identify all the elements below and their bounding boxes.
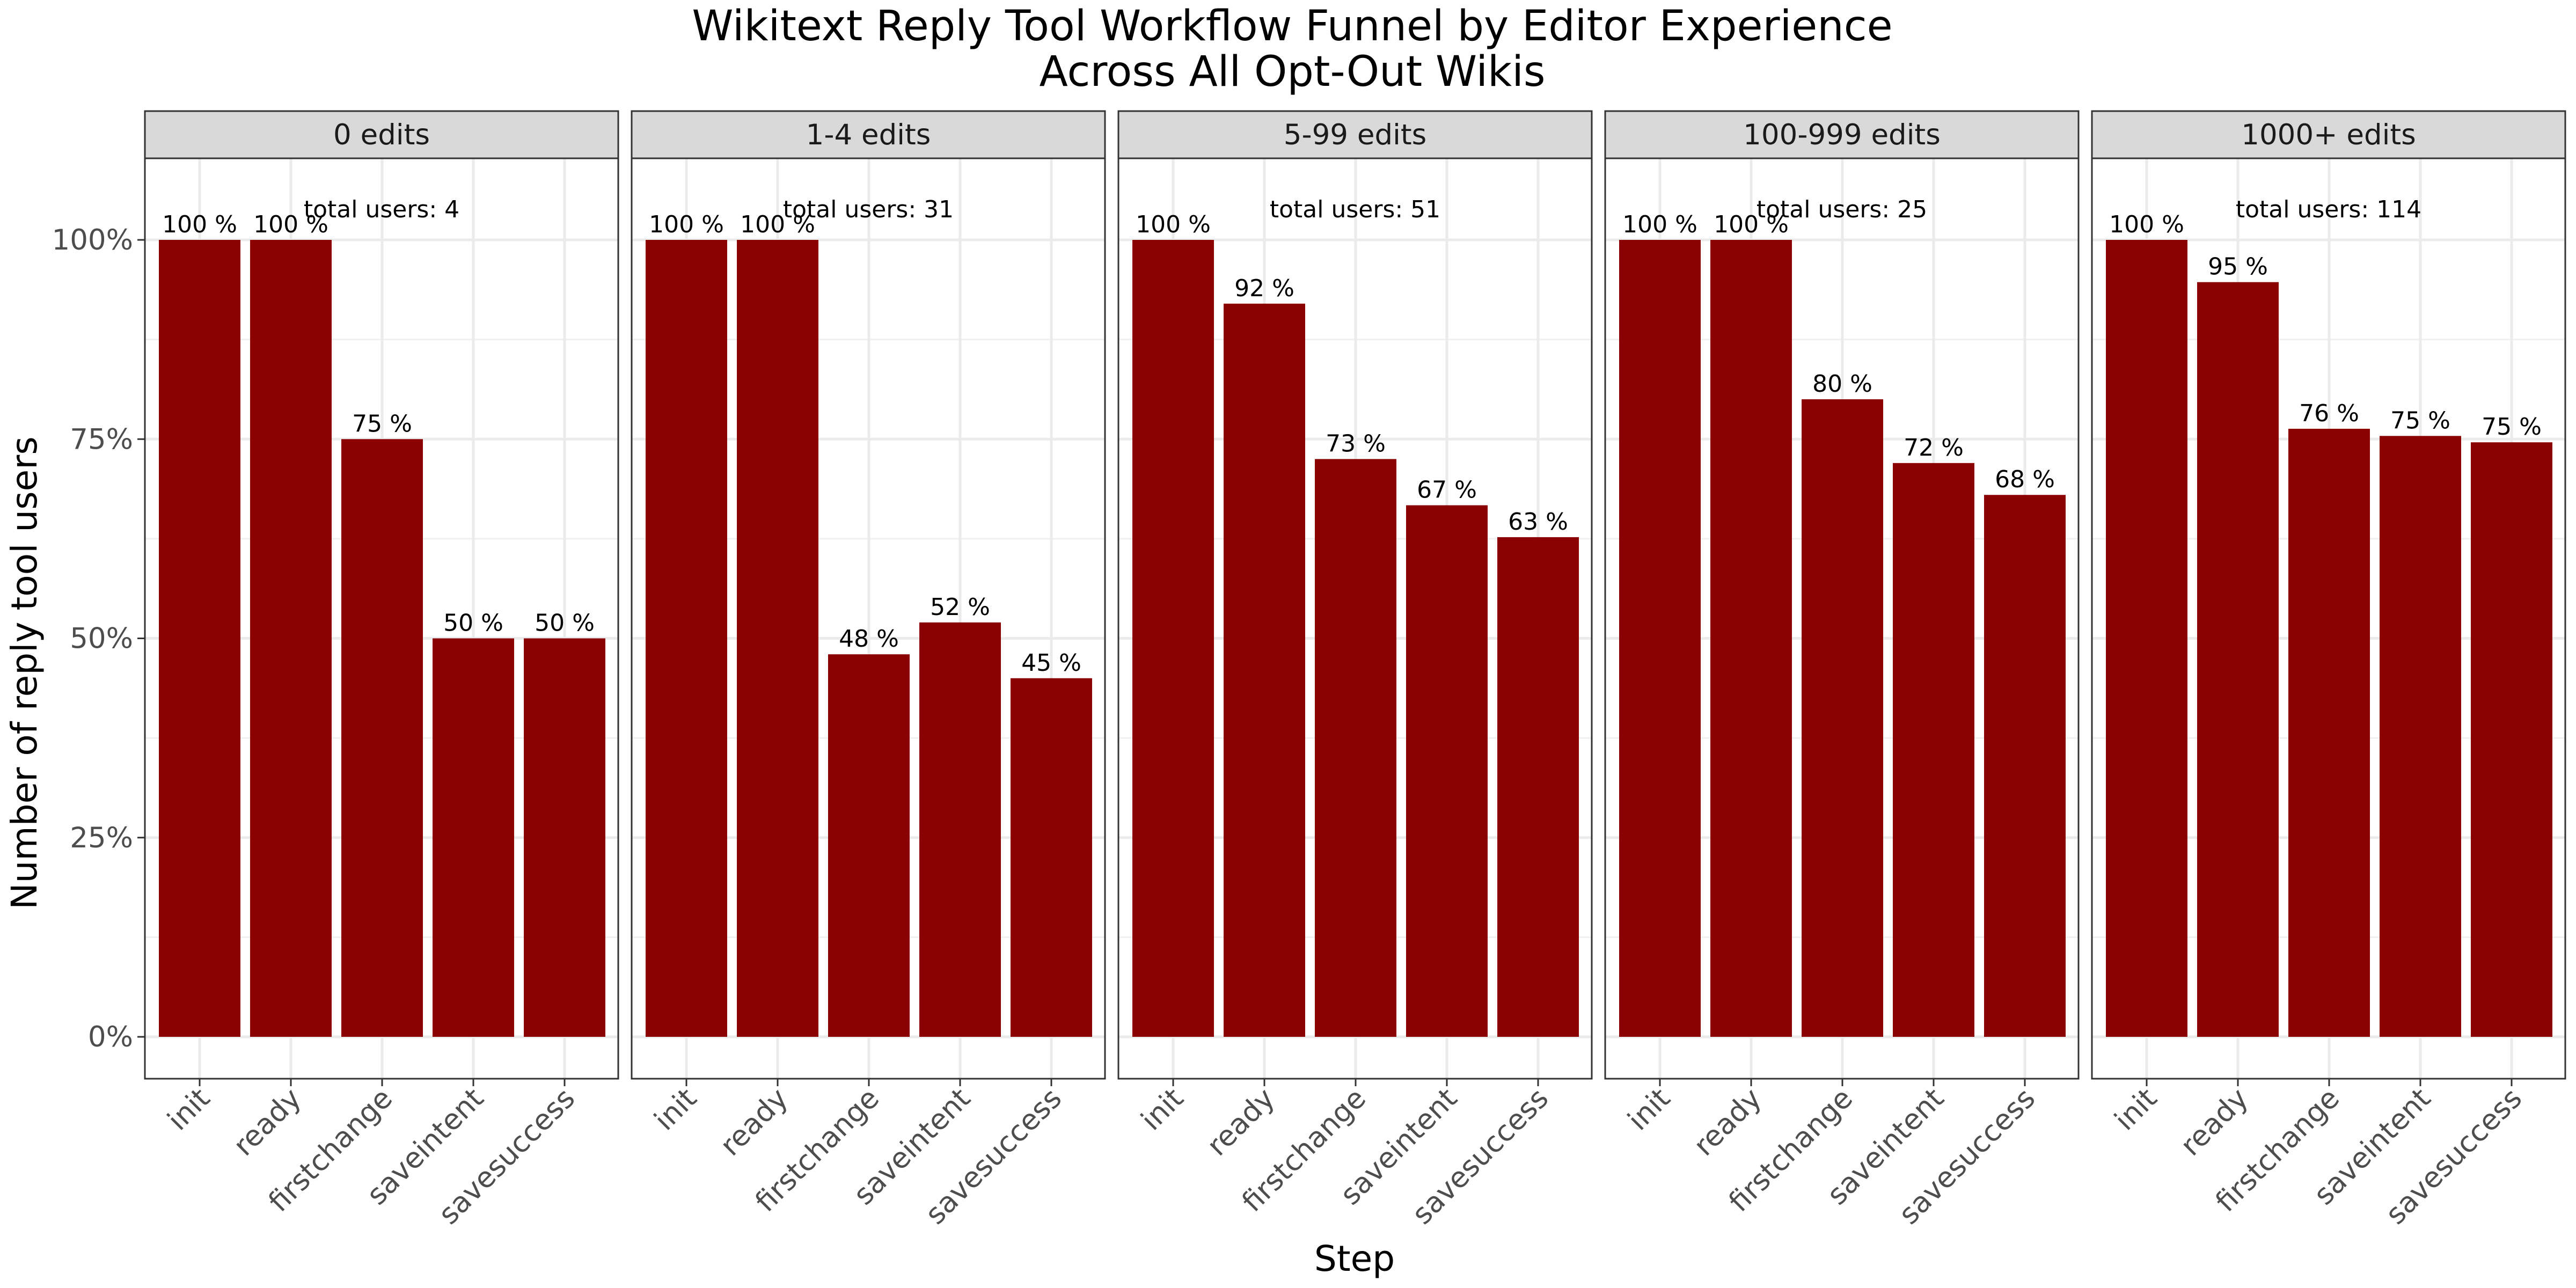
bar — [1893, 463, 1974, 1037]
bar-value-label: 76 % — [2299, 400, 2359, 427]
bar-value-label: 100 % — [253, 211, 328, 238]
bar — [828, 654, 910, 1037]
bar — [1802, 399, 1883, 1037]
facet-strip-label: 5-99 edits — [1284, 119, 1427, 151]
bar — [159, 240, 240, 1037]
total-users-label: total users: 114 — [2236, 196, 2421, 223]
facet-panel: 5-99 edits 100 % 92 % 73 % 67 % 63 % total use… — [1117, 110, 1593, 1231]
facet-strip-label: 0 edits — [333, 119, 430, 151]
bar — [1011, 678, 1092, 1037]
bar-value-label: 67 % — [1417, 477, 1477, 504]
bar-value-label: 92 % — [1234, 275, 1294, 302]
facet-strip-label: 1-4 edits — [806, 119, 931, 151]
total-users-label: total users: 31 — [783, 196, 954, 223]
y-tick-label: 25% — [70, 822, 133, 854]
bar — [919, 622, 1001, 1037]
bar-value-label: 45 % — [1021, 649, 1081, 677]
bar-value-label: 75 % — [2390, 407, 2450, 434]
bar — [2197, 282, 2279, 1037]
facet-panels: 0 edits 100 % 100 % 75 % 50 % 50 % total users… — [144, 110, 2566, 1231]
bar-value-label: 100 % — [162, 211, 237, 238]
total-users-label: total users: 51 — [1270, 196, 1440, 223]
y-tick-label: 75% — [70, 423, 133, 456]
facet-panel: 0 edits 100 % 100 % 75 % 50 % 50 % total users… — [144, 110, 619, 1231]
facet-strip-label: 100-999 edits — [1743, 119, 1941, 151]
chart-title: Wikitext Reply Tool Workflow Funnel by E… — [692, 2, 1892, 50]
bar-value-label: 75 % — [2482, 413, 2542, 441]
bar — [250, 240, 332, 1037]
y-axis-title: Number of reply tool users — [4, 436, 45, 910]
bar — [1710, 240, 1792, 1037]
bar-value-label: 68 % — [1995, 466, 2055, 493]
bar-value-label: 52 % — [930, 594, 990, 621]
bar — [1315, 459, 1396, 1037]
total-users-label: total users: 25 — [1757, 196, 1927, 223]
facet-strip — [1117, 110, 1593, 159]
bar-value-label: 100 % — [649, 211, 724, 238]
bar — [1406, 505, 1488, 1037]
bar — [2380, 436, 2461, 1037]
bar — [1984, 495, 2066, 1037]
bar-value-label: 100 % — [2109, 211, 2184, 238]
facet-strip — [2091, 110, 2566, 159]
facet-strip — [631, 110, 1106, 159]
y-axis: 0% 25% 50% 75% 100% — [52, 224, 145, 1053]
bar-value-label: 95 % — [2208, 253, 2268, 281]
bar — [1132, 240, 1214, 1037]
bar-value-label: 73 % — [1326, 430, 1386, 457]
bar — [1497, 537, 1579, 1037]
bar — [737, 240, 818, 1037]
bar — [1619, 240, 1701, 1037]
bar — [2106, 240, 2187, 1037]
bar — [433, 638, 514, 1037]
y-tick-label: 100% — [52, 224, 133, 257]
bar-value-label: 50 % — [443, 610, 503, 637]
bar-value-label: 72 % — [1904, 434, 1964, 462]
facet-panel: 1000+ edits 100 % 95 % 76 % 75 % 75 % total us… — [2091, 110, 2566, 1231]
bar — [646, 240, 727, 1037]
total-users-label: total users: 4 — [304, 196, 459, 223]
bar — [1224, 303, 1305, 1037]
facet-panel: 100-999 edits 100 % 100 % 80 % 72 % 68 % total… — [1604, 110, 2080, 1231]
bar-value-label: 100 % — [1136, 211, 1211, 238]
bar-value-label: 63 % — [1508, 508, 1568, 536]
bar-value-label: 100 % — [1622, 211, 1697, 238]
chart-subtitle: Across All Opt-Out Wikis — [1039, 48, 1545, 96]
facet-strip — [144, 110, 619, 159]
facet-strip — [1604, 110, 2080, 159]
y-tick-label: 50% — [70, 623, 133, 655]
bar — [524, 638, 605, 1037]
bar-value-label: 75 % — [352, 410, 412, 437]
bar — [2471, 442, 2552, 1037]
bar — [2288, 428, 2370, 1037]
x-axis-title: Step — [1314, 1238, 1395, 1279]
bar-value-label: 80 % — [1812, 370, 1872, 398]
facet-strip-label: 1000+ edits — [2241, 119, 2416, 151]
y-tick-label: 0% — [88, 1021, 133, 1053]
bar-value-label: 100 % — [740, 211, 815, 238]
bar-value-label: 48 % — [839, 625, 899, 653]
bar-value-label: 100 % — [1714, 211, 1789, 238]
bar — [341, 439, 423, 1037]
facet-panel: 1-4 edits 100 % 100 % 48 % 52 % 45 % total use… — [631, 110, 1106, 1231]
bar-value-label: 50 % — [535, 610, 595, 637]
